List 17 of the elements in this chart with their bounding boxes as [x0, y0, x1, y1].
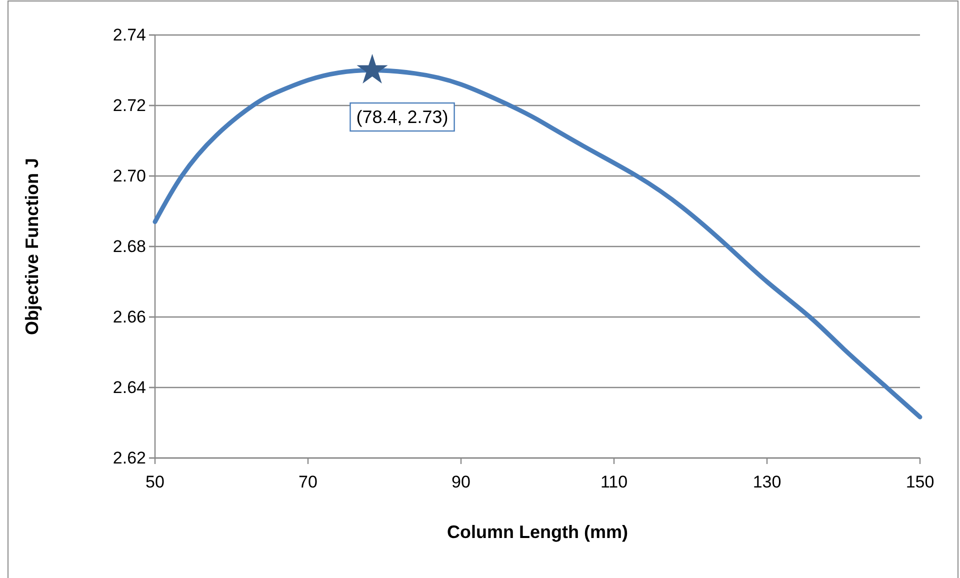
y-tick-label: 2.64	[112, 378, 146, 397]
y-tick-label: 2.62	[112, 448, 146, 468]
y-tick-label: 2.72	[112, 96, 146, 115]
y-tick-label: 2.68	[112, 236, 146, 256]
x-tick-label: 50	[146, 472, 164, 492]
x-tick-label: 130	[752, 472, 782, 492]
x-tick-label: 110	[600, 472, 628, 492]
x-tick-label: 150	[906, 472, 934, 492]
annotation: (78.4, 2.73)	[356, 107, 448, 127]
line-series	[152, 68, 922, 420]
y-tick-label: 2.66	[112, 307, 146, 326]
y-tick-label: 2.70	[112, 166, 146, 186]
x-tick-label: 90	[452, 472, 470, 492]
x-tick-label: 70	[298, 472, 318, 492]
y-tick-label: 2.74	[112, 25, 146, 44]
x-axis-title: Column Length (mm)	[447, 522, 628, 542]
y-axis-title: Objective Function J	[22, 158, 42, 336]
